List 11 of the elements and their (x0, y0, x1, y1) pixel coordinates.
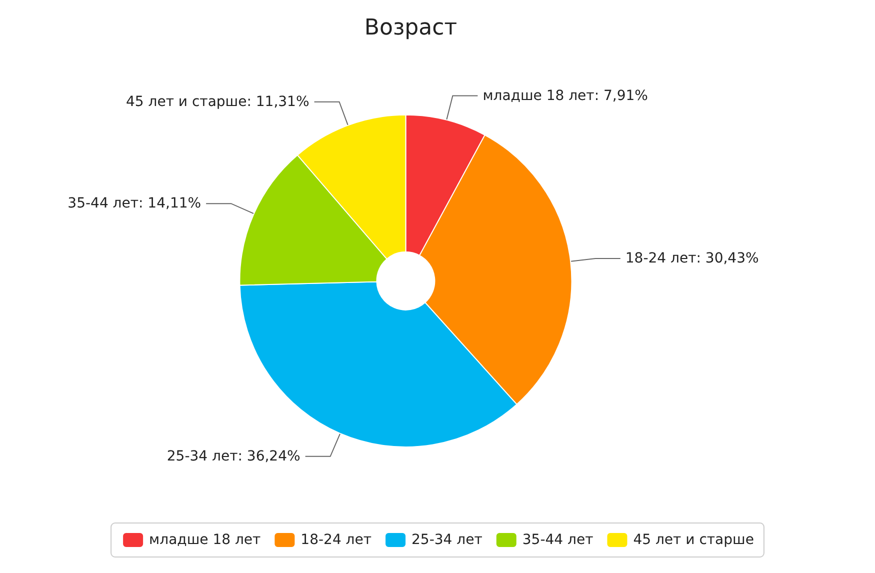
data-label: 35-44 лет: 14,11% (68, 196, 202, 212)
data-label: 25-34 лет: 36,24% (166, 448, 300, 464)
data-label: 45 лет и старше: 11,31% (126, 94, 310, 110)
legend-label: 25-34 лет (412, 532, 482, 548)
legend-label: 45 лет и старше (633, 532, 754, 548)
chart-title: Возраст (364, 16, 458, 40)
data-label: младше 18 лет: 7,91% (482, 88, 648, 104)
data-label: 18-24 лет: 30,43% (625, 250, 759, 266)
legend-label: младше 18 лет (149, 532, 261, 548)
legend-label: 35-44 лет (522, 532, 594, 548)
legend-label: 18-24 лет (300, 532, 372, 548)
